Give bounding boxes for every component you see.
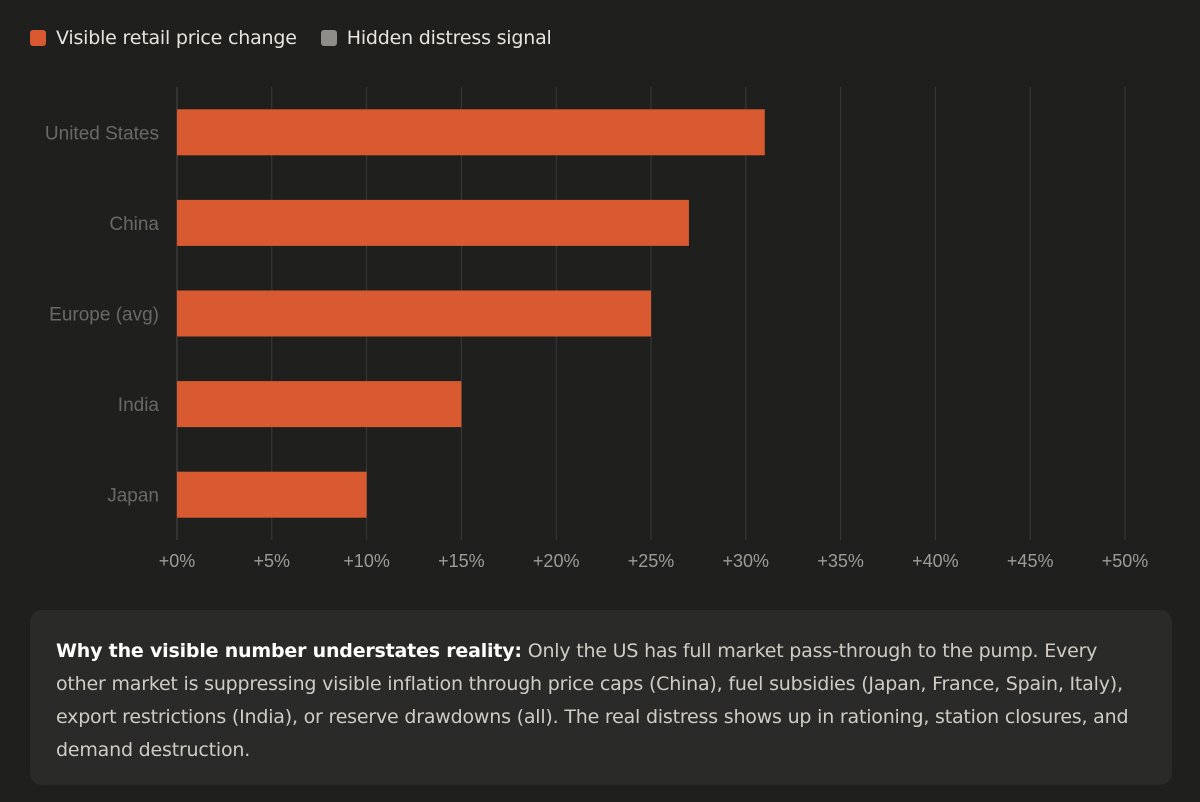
x-tick-label: +35% bbox=[817, 551, 864, 571]
x-tick-label: +50% bbox=[1102, 551, 1149, 571]
note-heading: Why the visible number understates reali… bbox=[56, 640, 522, 662]
note-body: Only the US has full market pass-through… bbox=[56, 640, 1129, 761]
x-tick-label: +15% bbox=[438, 551, 485, 571]
y-axis-labels: United States China Europe (avg) India Japan bbox=[45, 123, 160, 506]
bar-united-states[interactable] bbox=[177, 109, 765, 156]
chart-legend: Visible retail price change Hidden distr… bbox=[30, 27, 552, 49]
x-tick-label: +10% bbox=[343, 551, 390, 571]
x-tick-label: +0% bbox=[159, 551, 196, 571]
x-tick-label: +40% bbox=[912, 551, 959, 571]
bar-japan[interactable] bbox=[177, 471, 367, 518]
legend-item-visible-retail[interactable]: Visible retail price change bbox=[30, 27, 297, 49]
legend-swatch-visible-retail bbox=[30, 30, 46, 46]
bar-china[interactable] bbox=[177, 199, 689, 246]
legend-label-hidden-distress: Hidden distress signal bbox=[346, 27, 552, 49]
legend-swatch-hidden-distress bbox=[320, 30, 337, 46]
x-tick-label: +20% bbox=[533, 551, 580, 571]
x-tick-label: +45% bbox=[1007, 551, 1054, 571]
bar-india[interactable] bbox=[177, 381, 462, 428]
x-axis-labels: +0% +5% +10% +15% +20% +25% +30% +35% +40% +45% +5… bbox=[159, 551, 1149, 571]
legend-label-visible-retail: Visible retail price change bbox=[56, 27, 297, 49]
bar-chart: United States China Europe (avg) India Japan… bbox=[45, 87, 1149, 571]
chart-bars bbox=[177, 109, 765, 518]
y-category-label: United States bbox=[45, 123, 159, 144]
x-tick-label: +5% bbox=[254, 551, 291, 571]
x-tick-label: +30% bbox=[723, 551, 770, 571]
explanation-note: Why the visible number understates reali… bbox=[30, 610, 1172, 785]
y-category-label: India bbox=[118, 395, 160, 416]
bar-europe-avg[interactable] bbox=[177, 290, 651, 337]
y-category-label: Japan bbox=[107, 486, 159, 507]
y-category-label: China bbox=[109, 214, 159, 235]
x-tick-label: +25% bbox=[628, 551, 675, 571]
legend-item-hidden-distress[interactable]: Hidden distress signal bbox=[320, 27, 552, 49]
y-category-label: Europe (avg) bbox=[49, 305, 159, 326]
